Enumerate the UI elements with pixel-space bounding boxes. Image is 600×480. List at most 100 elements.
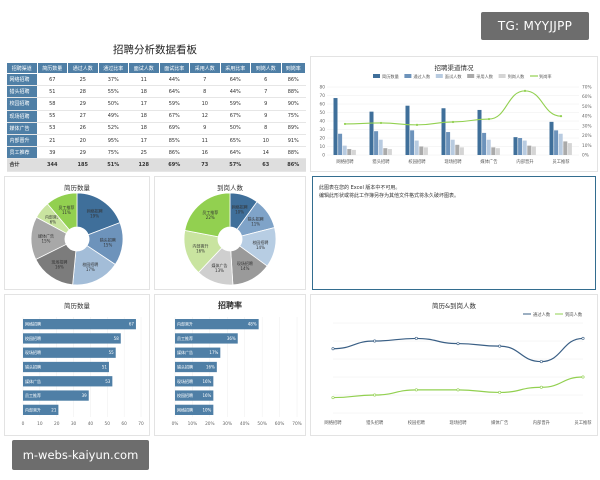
table-cell: 86% <box>281 158 306 172</box>
hbar-category-label: 猎头招聘 <box>25 364 41 370</box>
x-tick-label: 50 <box>105 421 111 427</box>
legend-swatch <box>498 74 506 78</box>
table-header-row: 招聘渠道 简历数量 通过人数 通过比率 面试人数 面试比率 采用人数 采用比率 … <box>6 62 306 74</box>
hbar-category-label: 媒体广告 <box>25 378 41 384</box>
arrive-line <box>332 376 584 399</box>
table-cell: 58 <box>37 97 68 111</box>
y-right-tick: 70% <box>582 85 592 91</box>
channel-chart-title: 招聘渠道情况 <box>434 64 474 72</box>
unsupported-chart-message[interactable]: 此图表在您的 Excel 版本中不可用。 编辑此形状或将此工作簿另存为其他文件格… <box>312 176 596 290</box>
table-header: 面试比率 <box>158 62 190 74</box>
legend-swatch <box>373 74 380 78</box>
table-channel-cell: 网络招聘 <box>6 73 37 87</box>
y-right-tick: 10% <box>582 143 592 149</box>
pie-slice-label: 媒体广告 13% <box>211 262 227 273</box>
y-right-tick: 0% <box>582 153 589 159</box>
channel-bar <box>347 149 352 155</box>
hbar-value-label: 48% <box>248 322 257 327</box>
pie-slice-label: 校园招聘 17% <box>82 261 98 272</box>
y-right-tick: 60% <box>582 94 592 100</box>
table-cell: 21 <box>37 134 68 148</box>
table-cell: 67% <box>159 110 190 123</box>
rate-point <box>487 117 491 121</box>
channel-bar <box>351 149 356 155</box>
table-cell: 64% <box>159 85 190 99</box>
table-header: 通过比率 <box>97 62 129 74</box>
pass-line-point <box>331 347 335 351</box>
pass-line-point <box>373 339 377 343</box>
y-left-tick: 0 <box>322 153 325 159</box>
table-cell: 91% <box>281 134 306 148</box>
table-cell: 26 <box>67 122 98 135</box>
table-cell: 63 <box>250 158 281 172</box>
x-tick-label: 0 <box>22 421 25 427</box>
channel-bar <box>333 98 338 155</box>
table-cell: 344 <box>37 158 68 172</box>
table-cell: 55 <box>37 110 68 123</box>
pie-slice-label: 猎头招聘 15% <box>100 236 116 247</box>
table-channel-cell: 合计 <box>6 158 37 172</box>
table-total-row: 合计 344 185 51% 128 69% 73 57% 63 86% <box>6 158 306 172</box>
table-channel-cell: 员工推荐 <box>6 146 37 160</box>
table-cell: 75% <box>281 110 306 123</box>
channel-bar <box>563 141 568 155</box>
table-cell: 9 <box>189 122 220 135</box>
y-left-tick: 70 <box>320 93 326 99</box>
x-tick-label: 30% <box>223 421 233 427</box>
resume-bar-title: 简历数量 <box>64 302 90 310</box>
watermark-badge: TG: MYYJJPP <box>481 12 589 40</box>
pie-slice-label: 校园招聘 14% <box>252 239 268 250</box>
table-row: 现场招聘 55 27 49% 18 67% 12 67% 9 75% <box>6 110 306 123</box>
table-cell: 69% <box>159 158 190 172</box>
rate-bar-chart: 0% 10% 20% 30% 40% 50% 60% 70% 内部晋升 48% 员工推荐 36% 媒体广… <box>172 317 302 427</box>
y-left-tick: 10 <box>320 144 326 150</box>
table-cell: 27 <box>67 110 98 123</box>
hbar-category-label: 现场招聘 <box>177 378 193 384</box>
table-cell: 51% <box>98 158 129 172</box>
legend-label: 采用人数 <box>476 73 494 80</box>
table-cell: 65% <box>220 134 251 148</box>
table-cell: 52% <box>98 122 129 135</box>
channel-bar <box>423 147 428 155</box>
channel-bar <box>486 139 491 155</box>
arrive-line-point <box>414 388 418 392</box>
hbar-category-label: 媒体广告 <box>177 349 193 355</box>
recruitment-table: 招聘渠道 简历数量 通过人数 通过比率 面试人数 面试比率 采用人数 采用比率 … <box>6 62 306 172</box>
table-cell: 59% <box>220 97 251 111</box>
table-cell: 69% <box>159 122 190 135</box>
pass-line-point <box>498 344 502 348</box>
legend-swatch <box>467 74 475 78</box>
table-cell: 89% <box>281 122 306 135</box>
hbar <box>175 333 238 344</box>
table-cell: 8 <box>189 85 220 99</box>
pass-line <box>332 337 584 363</box>
table-cell: 14 <box>250 146 281 160</box>
arrive-pie-panel: 到岗人数 网络招聘 10% 猎头招聘 11% 校园招聘 14% 现场招聘 14% 媒体广告 13%… <box>154 176 306 290</box>
table-header: 到岗率 <box>280 62 306 74</box>
x-tick-label: 70% <box>292 421 302 427</box>
channel-bar <box>518 138 523 155</box>
channel-bar <box>567 143 572 155</box>
hbar <box>23 376 113 387</box>
pie-slice-label: 内部晋升 16% <box>193 243 209 254</box>
arrive-line-point <box>498 390 502 394</box>
table-cell: 17 <box>128 134 159 148</box>
table-row: 校园招聘 58 29 50% 17 59% 10 59% 9 90% <box>6 97 306 111</box>
table-cell: 9 <box>250 97 281 111</box>
hbar-value-label: 17% <box>209 350 218 355</box>
pie-slice-label: 网络招聘 19% <box>87 207 103 218</box>
x-tick-label: 30 <box>71 421 77 427</box>
table-cell: 10 <box>250 134 281 148</box>
x-tick-label: 60 <box>121 421 127 427</box>
table-cell: 18 <box>128 110 159 123</box>
pie-slice-label: 网络招聘 10% <box>232 204 248 215</box>
legend-label: 面试人数 <box>445 73 463 80</box>
legend-label: 通过人数 <box>413 73 431 80</box>
channel-bar <box>446 132 451 155</box>
table-cell: 6 <box>250 73 281 87</box>
x-tick-label: 媒体广告 <box>491 419 509 426</box>
hbar-value-label: 58 <box>114 336 120 341</box>
pie-slice-label: 现场招聘 14% <box>237 260 253 271</box>
hbar-category-label: 网络招聘 <box>25 321 41 327</box>
pie-slice-label: 现场招聘 16% <box>51 259 67 270</box>
